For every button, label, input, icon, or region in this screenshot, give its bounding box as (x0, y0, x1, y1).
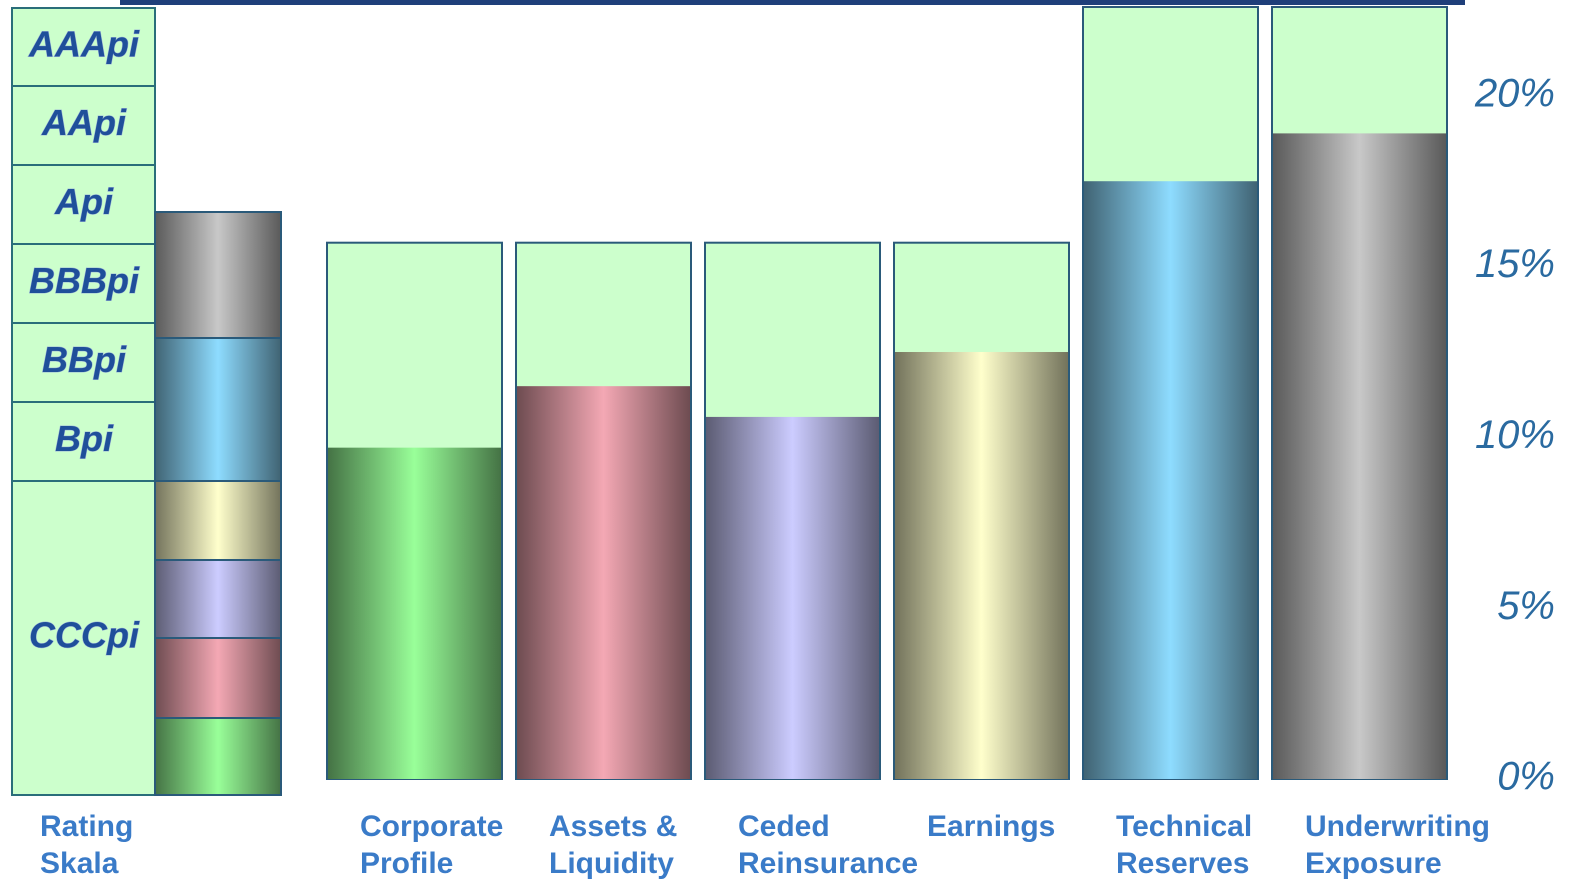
rating-scale-label: Rating Skala (40, 810, 134, 880)
rating-label: BBBpi (29, 260, 140, 301)
rating-box (11, 401, 156, 482)
x-tick-label: Assets & Liquidity (549, 810, 678, 880)
rating-label: AAApi (28, 24, 140, 65)
bar (706, 416, 879, 779)
rating-box (11, 7, 156, 87)
rating-swatch (154, 637, 282, 719)
rating-swatch (154, 480, 282, 561)
y-tick-label: 10% (1475, 413, 1555, 457)
rating-swatch (154, 717, 282, 796)
rating-label: BBpi (42, 339, 127, 380)
bar (1273, 133, 1446, 779)
rating-swatch (154, 337, 282, 482)
rating-label: Api (54, 181, 114, 222)
x-tick-label: Earnings (927, 810, 1056, 843)
x-tick-label: Underwriting Exposure (1305, 810, 1490, 880)
bar (895, 352, 1068, 779)
x-tick-label: Ceded Reinsurance (738, 810, 919, 880)
y-tick-label: 0% (1497, 755, 1555, 799)
y-tick-label: 5% (1497, 584, 1555, 628)
rating-box (11, 164, 156, 245)
top-rule (120, 0, 1465, 5)
rating-box (11, 85, 156, 166)
rating-swatch (154, 559, 282, 639)
x-tick-label: Corporate Profile (360, 810, 504, 880)
x-tick-label: Technical Reserves (1116, 810, 1253, 880)
bar (328, 447, 501, 779)
bar (1084, 181, 1257, 779)
y-tick-label: 20% (1474, 71, 1555, 115)
rating-swatch (154, 211, 282, 339)
rating-box (11, 480, 156, 796)
rating-label: Bpi (55, 418, 114, 459)
bar (517, 386, 690, 779)
rating-label: AApi (41, 102, 127, 143)
rating-label: CCCpi (29, 615, 140, 656)
y-tick-label: 15% (1475, 242, 1555, 286)
